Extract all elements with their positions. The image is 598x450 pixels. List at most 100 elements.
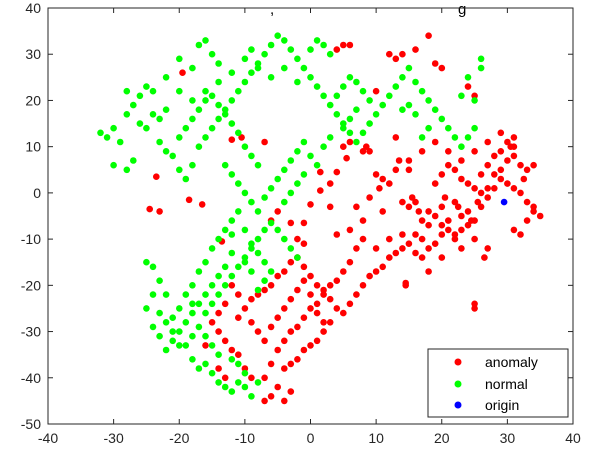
anomaly-point bbox=[405, 166, 413, 174]
normal-point bbox=[208, 342, 216, 349]
y-tick-label: 20 bbox=[25, 92, 41, 108]
normal-point bbox=[294, 180, 301, 187]
anomaly-point bbox=[517, 231, 524, 238]
anomaly-point bbox=[392, 166, 400, 174]
anomaly-point bbox=[346, 258, 354, 266]
normal-point bbox=[182, 291, 190, 298]
normal-point bbox=[103, 134, 111, 141]
anomaly-point bbox=[300, 277, 308, 285]
anomaly-point bbox=[418, 148, 426, 155]
anomaly-point bbox=[340, 143, 347, 150]
anomaly-point bbox=[458, 175, 465, 183]
normal-point bbox=[235, 180, 242, 187]
anomaly-point bbox=[405, 240, 413, 247]
anomaly-point bbox=[405, 203, 413, 211]
normal-point bbox=[458, 143, 465, 150]
normal-point bbox=[221, 106, 229, 113]
anomaly-point bbox=[431, 180, 439, 187]
x-tick-label: 10 bbox=[368, 430, 384, 446]
normal-point bbox=[353, 138, 360, 146]
anomaly-point bbox=[261, 138, 268, 146]
anomaly-point bbox=[402, 282, 410, 289]
normal-point bbox=[267, 219, 275, 227]
normal-point bbox=[281, 235, 288, 243]
normal-point bbox=[241, 258, 249, 266]
y-tick-label: -30 bbox=[21, 324, 41, 340]
normal-point bbox=[346, 129, 354, 137]
anomaly-point bbox=[497, 166, 505, 174]
anomaly-point bbox=[392, 55, 400, 63]
normal-point bbox=[254, 286, 262, 294]
anomaly-point bbox=[363, 143, 370, 150]
normal-point bbox=[215, 101, 222, 109]
normal-point bbox=[346, 74, 354, 81]
anomaly-point bbox=[307, 272, 314, 280]
normal-point bbox=[320, 92, 327, 100]
anomaly-point bbox=[294, 323, 301, 331]
anomaly-point bbox=[326, 295, 334, 303]
normal-point bbox=[241, 254, 249, 261]
normal-point bbox=[182, 175, 190, 183]
normal-point bbox=[248, 152, 255, 160]
normal-point bbox=[228, 388, 236, 395]
anomaly-point bbox=[399, 231, 406, 238]
normal-point bbox=[431, 106, 439, 113]
anomaly-point bbox=[431, 138, 439, 146]
normal-point bbox=[215, 272, 222, 280]
ticks-layer: -40 -30 -20 -10 0 10 20 30 40-50-40-30-20-100102… bbox=[21, 0, 581, 446]
anomaly-point bbox=[333, 305, 341, 312]
anomaly-point bbox=[359, 235, 367, 243]
anomaly-point bbox=[313, 337, 321, 345]
normal-point bbox=[195, 300, 203, 308]
normal-point bbox=[320, 143, 327, 150]
anomaly-point bbox=[307, 201, 314, 208]
normal-point bbox=[267, 41, 275, 49]
anomaly-point bbox=[300, 314, 308, 322]
anomaly-point bbox=[153, 173, 160, 180]
normal-point bbox=[313, 83, 321, 90]
anomaly-point bbox=[438, 231, 446, 238]
anomaly-point bbox=[451, 166, 459, 174]
normal-point bbox=[477, 64, 485, 72]
anomaly-point bbox=[307, 342, 314, 349]
anomaly-point bbox=[326, 203, 334, 211]
anomaly-point bbox=[451, 198, 459, 206]
anomaly-point bbox=[425, 221, 432, 229]
series-origin bbox=[500, 198, 508, 206]
normal-point bbox=[221, 263, 229, 271]
normal-point bbox=[353, 106, 360, 113]
anomaly-point bbox=[333, 277, 341, 285]
normal-point bbox=[254, 208, 262, 215]
normal-point bbox=[281, 37, 288, 44]
anomaly-point bbox=[208, 319, 216, 326]
anomaly-point bbox=[458, 157, 465, 164]
anomaly-point bbox=[202, 342, 209, 349]
normal-point bbox=[261, 50, 268, 58]
anomaly-point bbox=[412, 198, 419, 206]
normal-point bbox=[182, 342, 190, 349]
normal-point bbox=[274, 32, 282, 39]
normal-point bbox=[149, 87, 157, 95]
normal-point bbox=[464, 74, 472, 81]
normal-point bbox=[241, 189, 249, 197]
normal-point bbox=[333, 111, 341, 118]
normal-point bbox=[110, 124, 117, 132]
normal-point bbox=[162, 291, 170, 298]
anomaly-point bbox=[510, 185, 518, 192]
normal-point bbox=[294, 148, 301, 155]
normal-point bbox=[176, 305, 183, 312]
anomaly-point bbox=[471, 148, 478, 155]
normal-point bbox=[425, 97, 432, 104]
anomaly-point bbox=[379, 263, 387, 271]
anomaly-point bbox=[294, 286, 301, 294]
anomaly-point bbox=[346, 226, 354, 234]
anomaly-point bbox=[248, 295, 255, 303]
normal-point bbox=[215, 235, 222, 243]
normal-point bbox=[235, 208, 242, 215]
anomaly-point bbox=[399, 245, 406, 252]
legend-label-origin: origin bbox=[485, 397, 519, 413]
normal-point bbox=[307, 46, 314, 53]
normal-point bbox=[313, 161, 321, 169]
anomaly-point bbox=[228, 282, 236, 289]
normal-point bbox=[248, 69, 255, 76]
